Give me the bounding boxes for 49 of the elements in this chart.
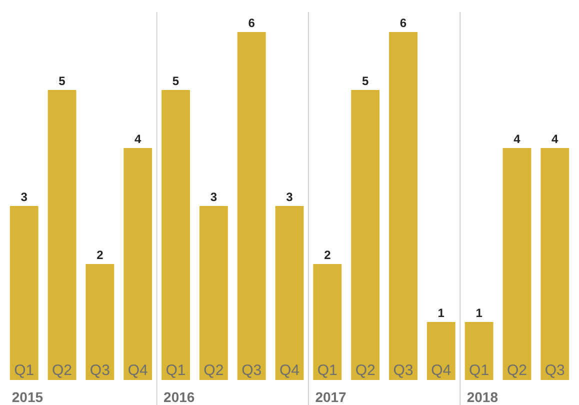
bar bbox=[540, 148, 570, 380]
bar bbox=[464, 322, 494, 380]
bar bbox=[389, 32, 418, 380]
x-tick-label: Q3 bbox=[90, 362, 110, 379]
data-label: 1 bbox=[438, 306, 445, 320]
bar bbox=[48, 90, 76, 380]
bar bbox=[199, 206, 228, 380]
data-label: 6 bbox=[400, 16, 407, 30]
bar bbox=[351, 90, 380, 380]
data-label: 1 bbox=[476, 306, 483, 320]
data-label: 4 bbox=[514, 132, 521, 146]
data-label: 3 bbox=[286, 190, 294, 204]
data-label: 3 bbox=[20, 190, 28, 204]
bar bbox=[10, 206, 38, 380]
bar bbox=[275, 206, 304, 380]
bar bbox=[426, 322, 456, 380]
text: 2017 bbox=[315, 389, 347, 405]
x-tick-label: Q3 bbox=[242, 362, 262, 379]
bar bbox=[162, 90, 190, 380]
data-label: 4 bbox=[134, 132, 142, 146]
data-label: 5 bbox=[58, 74, 66, 88]
data-label: 5 bbox=[362, 74, 369, 88]
x-tick-label: Q1 bbox=[14, 362, 34, 379]
x-tick-label: Q4 bbox=[279, 362, 300, 379]
bar bbox=[237, 32, 266, 380]
data-label: 6 bbox=[248, 16, 256, 30]
text: 2018 bbox=[466, 389, 498, 405]
x-tick-label: Q2 bbox=[204, 362, 224, 379]
x-tick-label: Q1 bbox=[166, 362, 186, 379]
x-tick-label: Q4 bbox=[431, 362, 452, 379]
data-label: 2 bbox=[324, 248, 332, 262]
bar bbox=[86, 264, 114, 380]
x-tick-label: Q2 bbox=[506, 362, 527, 379]
bar bbox=[124, 148, 152, 380]
data-label: 5 bbox=[172, 74, 180, 88]
x-tick-label: Q1 bbox=[469, 362, 490, 379]
bar bbox=[313, 264, 342, 380]
x-tick-label: Q2 bbox=[52, 362, 72, 379]
x-tick-label: Q3 bbox=[544, 362, 565, 379]
x-tick-label: Q3 bbox=[393, 362, 414, 379]
x-tick-label: Q2 bbox=[355, 362, 376, 379]
text: 2016 bbox=[164, 389, 195, 405]
text: 2015 bbox=[12, 389, 44, 405]
bar bbox=[502, 148, 532, 380]
data-label: 4 bbox=[552, 132, 559, 146]
data-label: 3 bbox=[210, 190, 218, 204]
data-label: 2 bbox=[96, 248, 104, 262]
x-tick-label: Q1 bbox=[317, 362, 338, 379]
x-tick-label: Q4 bbox=[128, 362, 148, 379]
